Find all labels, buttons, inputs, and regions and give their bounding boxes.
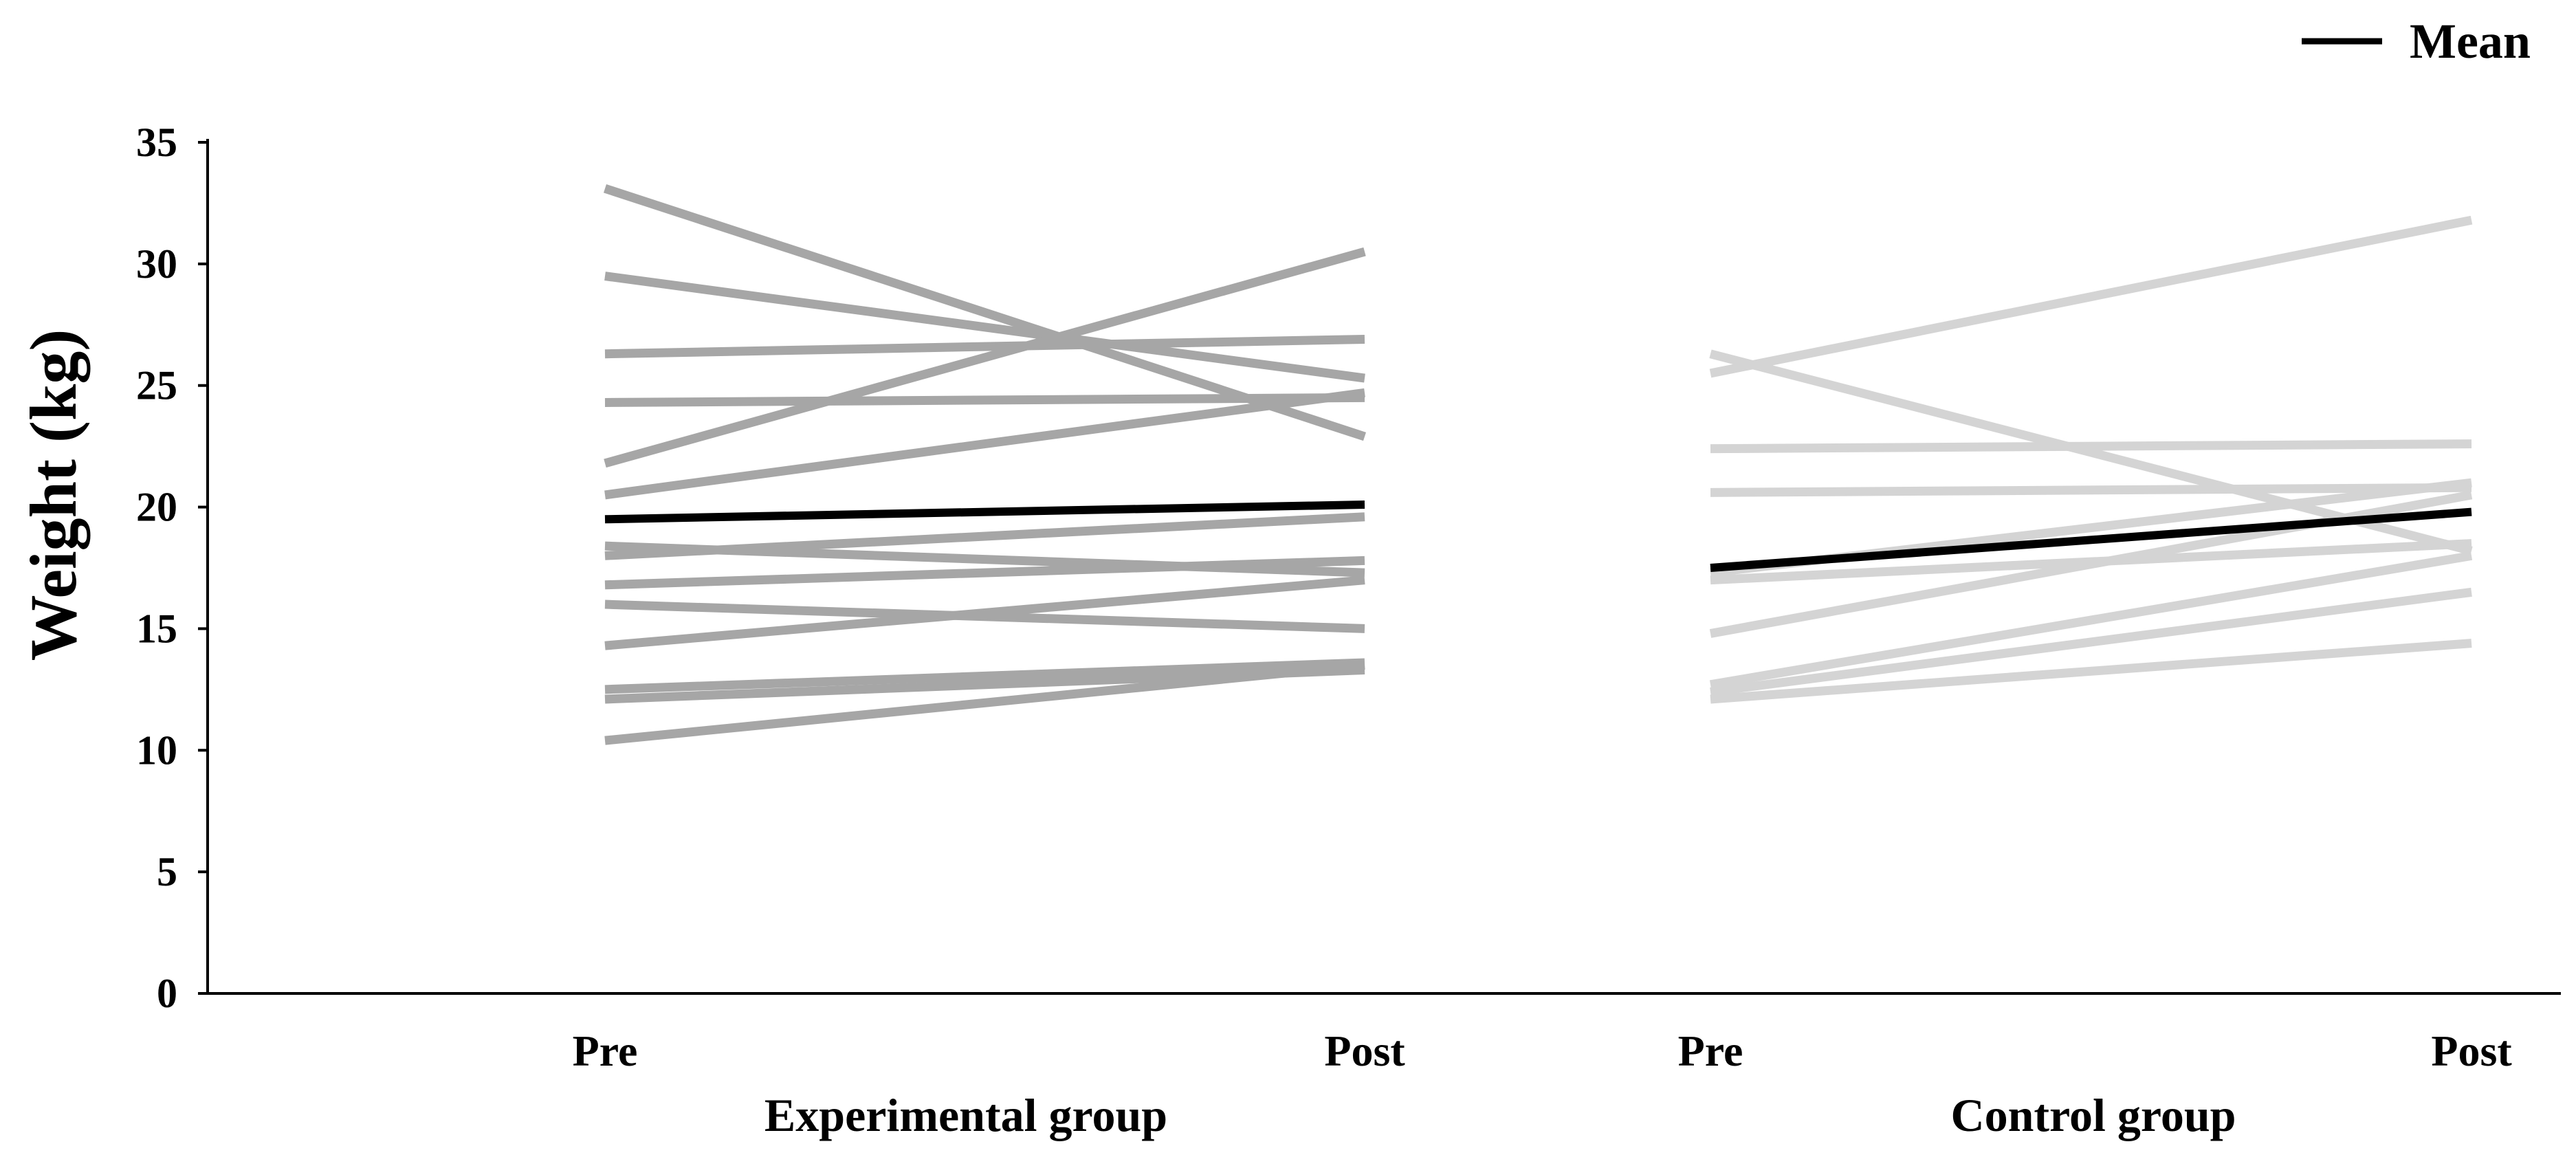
y-tick-label: 20	[136, 485, 177, 530]
subject-line	[1710, 639, 2472, 704]
subject-line	[604, 556, 1365, 590]
legend: Mean	[2302, 14, 2531, 69]
subject-line	[604, 512, 1365, 560]
y-tick-label: 0	[157, 971, 177, 1016]
individual-lines	[603, 184, 2473, 745]
subject-line	[604, 335, 1365, 359]
y-tick-label: 30	[136, 241, 177, 287]
subject-line	[604, 393, 1365, 407]
subject-line	[1709, 551, 2473, 690]
x-category-labels: Pre Post Pre Post	[573, 1026, 2513, 1075]
y-tick-label: 35	[136, 120, 177, 165]
subject-line	[604, 388, 1365, 500]
mean-line	[1710, 507, 2472, 572]
y-tick-label: 25	[136, 363, 177, 408]
group-labels: Experimental group Control group	[764, 1089, 2236, 1141]
x-category-label: Pre	[573, 1026, 638, 1075]
subject-line	[1710, 587, 2472, 696]
subject-line	[604, 575, 1365, 650]
y-ticks: 0 5 10 15 20 25 30 35	[136, 120, 208, 1016]
subject-line	[604, 272, 1365, 383]
x-category-label: Pre	[1678, 1026, 1743, 1075]
subject-line	[604, 661, 1365, 745]
subject-line	[1710, 483, 2472, 497]
mean-line	[604, 500, 1365, 524]
group-label: Experimental group	[764, 1089, 1167, 1141]
subject-line	[1709, 490, 2473, 638]
x-category-label: Post	[2431, 1026, 2512, 1075]
y-tick-label: 10	[136, 727, 177, 773]
y-tick-label: 5	[157, 849, 177, 894]
subject-line	[604, 247, 1366, 468]
subject-line	[1709, 215, 2473, 378]
legend-label-mean: Mean	[2410, 14, 2531, 69]
x-category-label: Post	[1324, 1026, 1405, 1075]
y-tick-label: 15	[136, 606, 177, 651]
y-axis-label: Weight (kg)	[16, 329, 90, 661]
subject-line	[1710, 439, 2472, 454]
mean-lines	[604, 500, 2472, 572]
group-label: Control group	[1950, 1089, 2236, 1141]
subject-line	[604, 658, 1365, 694]
